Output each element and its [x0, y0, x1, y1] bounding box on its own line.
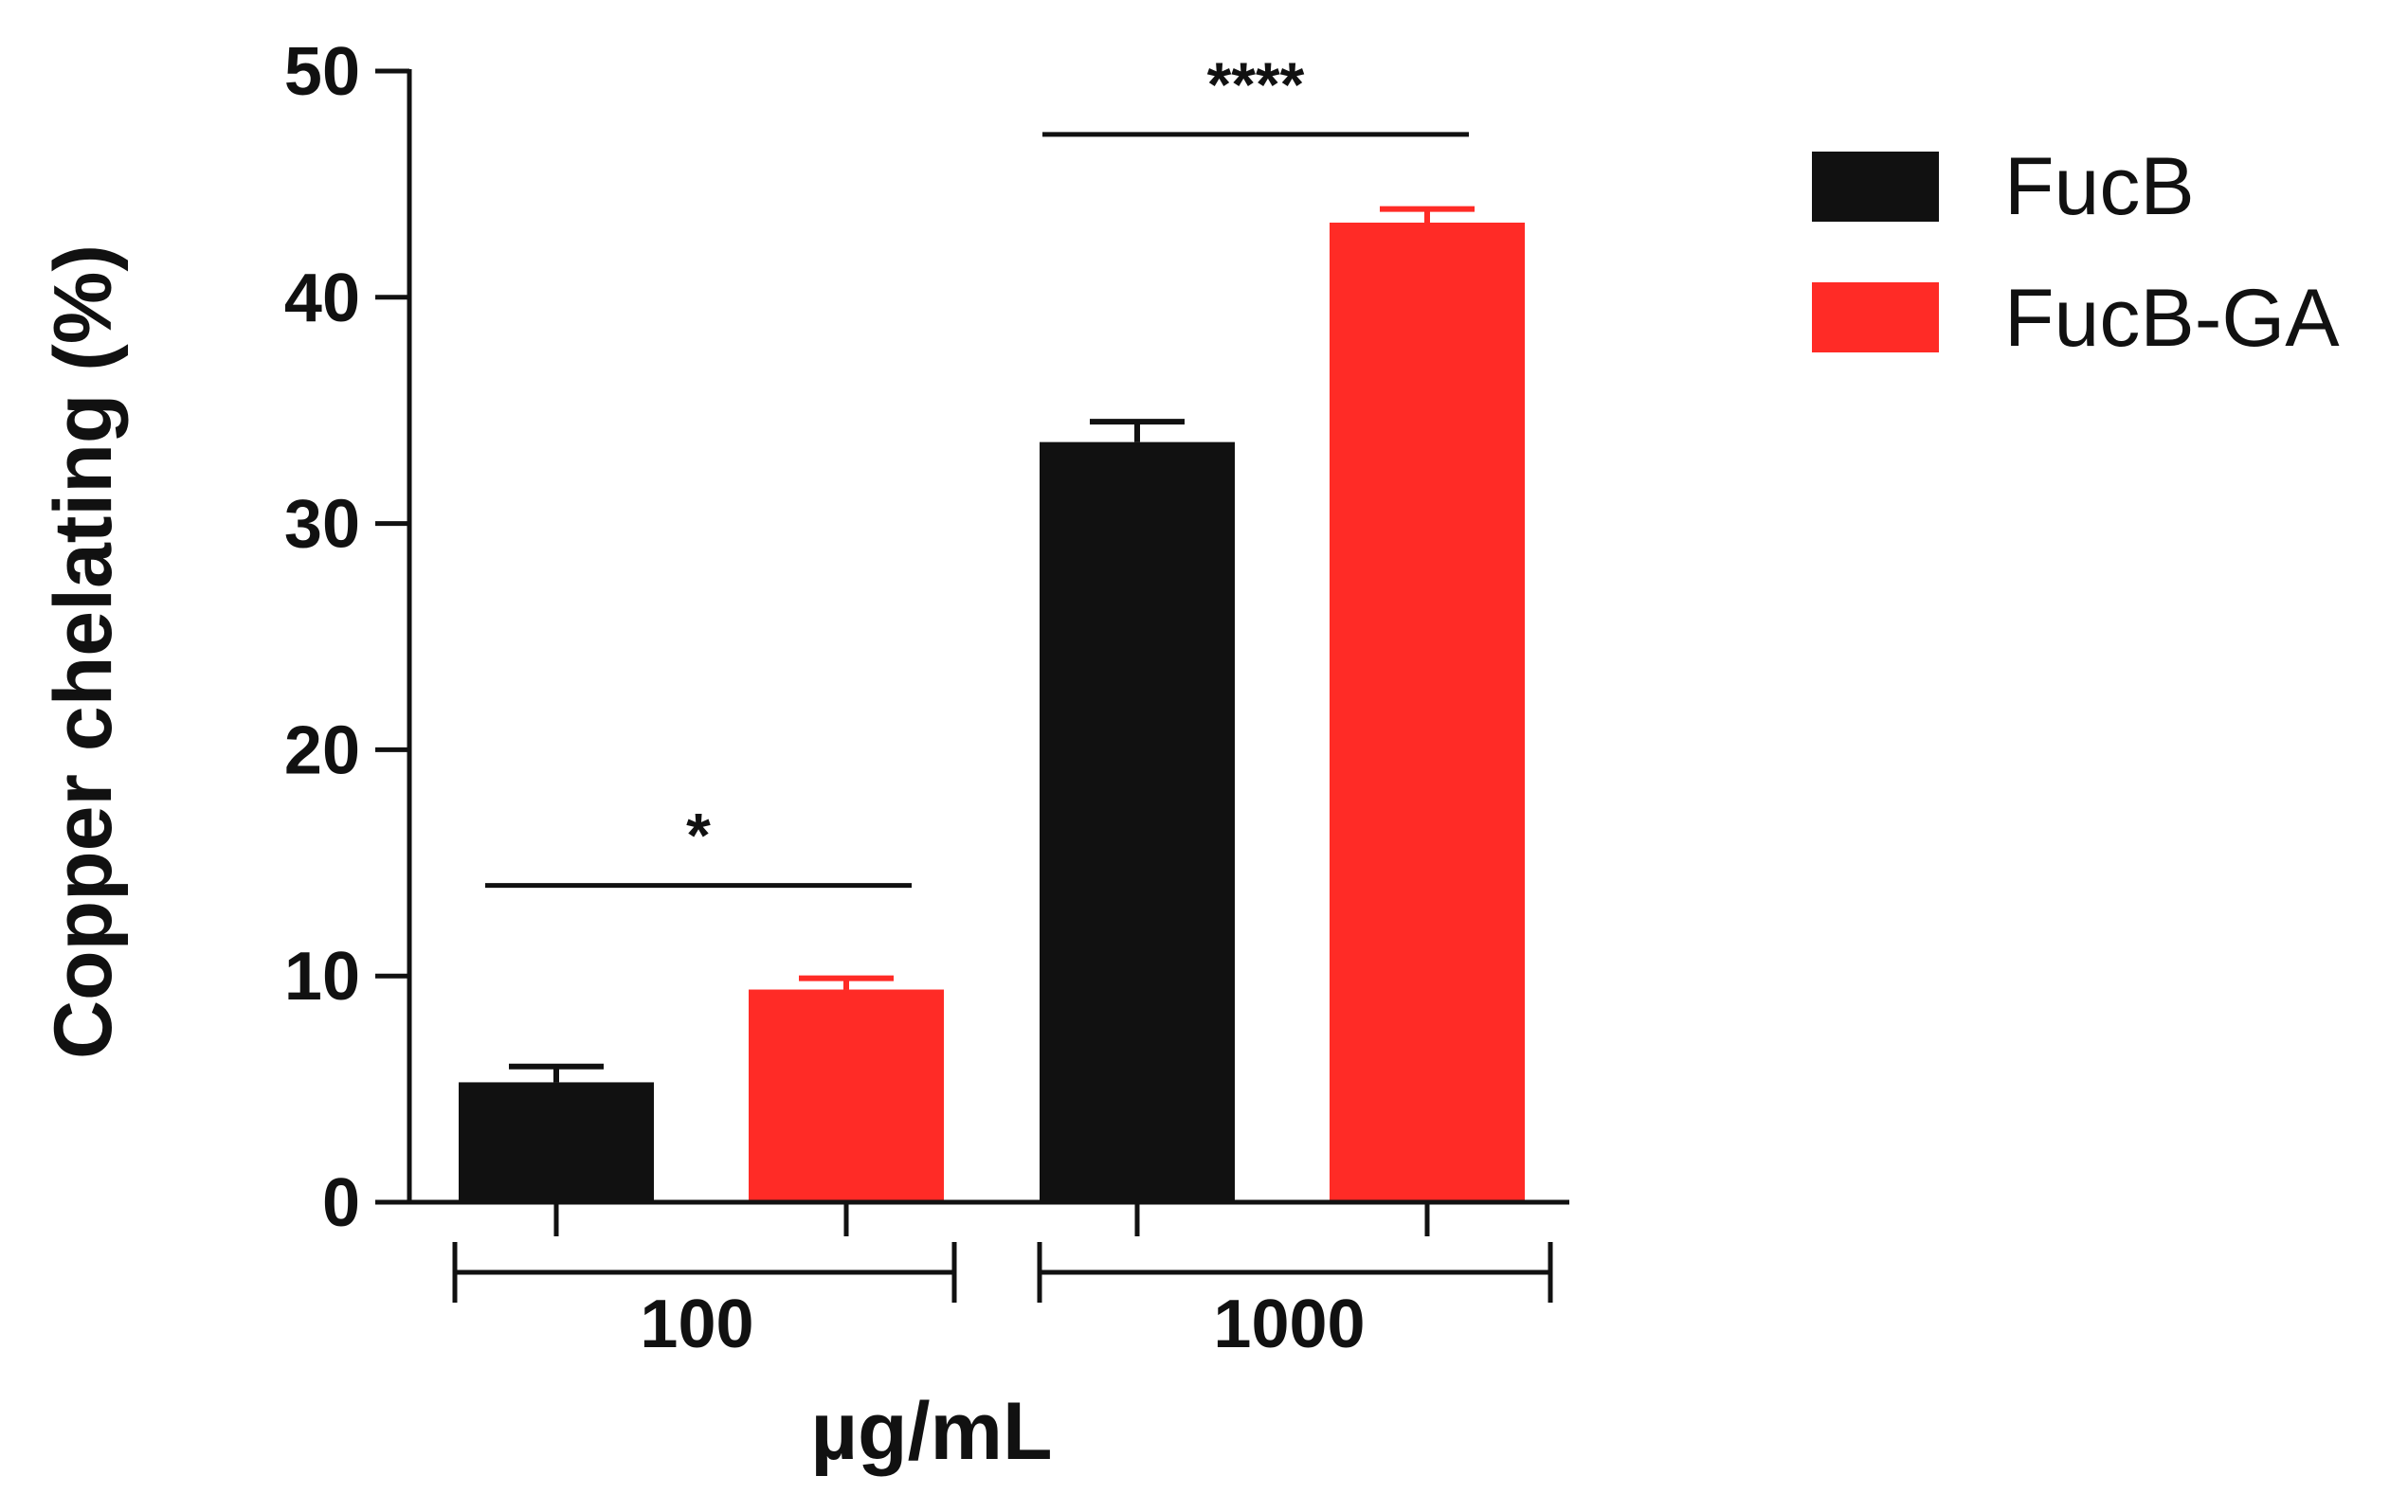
bar-fucb-1000 [1040, 441, 1235, 1203]
legend-label-fucb: FucB [2004, 141, 2195, 232]
y-ticks-layer: 0 10 20 30 40 50 [284, 34, 409, 1241]
bar-fucb-100 [459, 1082, 654, 1202]
x-category-label: 1000 [1213, 1287, 1365, 1362]
x-category-label: 100 [640, 1287, 753, 1362]
x-groups-layer: 100 1000 [452, 1202, 1553, 1362]
axes-layer [376, 69, 1569, 1205]
y-tick-label: 10 [284, 939, 360, 1015]
x-axis-title: µg/mL [811, 1386, 1053, 1477]
y-tick-label: 50 [284, 34, 360, 110]
bars-layer [459, 222, 1525, 1203]
y-tick-label: 40 [284, 261, 360, 336]
significance-layer: ***** [485, 49, 1469, 889]
legend-label-fucb-ga: FucB-GA [2004, 273, 2340, 364]
error-bars-layer [509, 206, 1475, 1083]
y-tick-label: 0 [322, 1165, 360, 1241]
legend: FucB FucB-GA [1812, 141, 2340, 364]
y-tick-label: 30 [284, 487, 360, 563]
legend-swatch-fucb [1812, 152, 1939, 222]
significance-label: **** [1207, 49, 1305, 119]
y-tick-label: 20 [284, 712, 360, 788]
bar-fucb-ga-100 [749, 989, 944, 1202]
significance-label: * [686, 801, 711, 871]
legend-swatch-fucb-ga [1812, 282, 1939, 352]
bar-fucb-ga-1000 [1330, 222, 1525, 1203]
y-axis-title: Copper chelating (%) [38, 244, 129, 1059]
